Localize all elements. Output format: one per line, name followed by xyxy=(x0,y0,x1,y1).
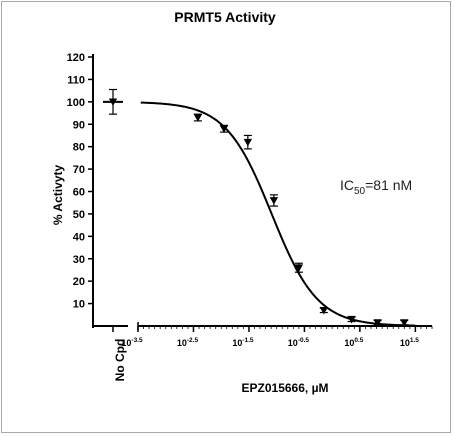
axes: 10 20 30 40 50 60 70 80 90 100 110 120 10-3.5 10-2.5 1… xyxy=(67,52,433,348)
data-marks xyxy=(103,88,416,327)
y-tick-label: 70 xyxy=(73,164,85,176)
data-point xyxy=(319,306,329,315)
data-point xyxy=(400,319,409,327)
y-tick-label: 50 xyxy=(73,209,85,221)
y-tick-label: 80 xyxy=(73,142,85,154)
y-tick-label: 90 xyxy=(73,119,85,131)
y-axis-label: % Activyty xyxy=(51,165,65,226)
y-tick-label: 100 xyxy=(67,97,85,109)
fit-curve xyxy=(140,101,416,327)
x-axis-label: EPZ015666, µM xyxy=(242,381,329,395)
data-point xyxy=(193,114,203,122)
data-point xyxy=(269,197,279,205)
data-point xyxy=(243,138,253,147)
x-tick-label: 10-2.5 xyxy=(177,337,199,348)
y-tick-label: 110 xyxy=(67,74,85,86)
x-tick-label: 10-1.5 xyxy=(232,337,254,348)
data-point xyxy=(373,319,382,327)
y-tick-label: 30 xyxy=(73,254,85,266)
y-tick-label: 40 xyxy=(73,231,85,243)
x-tick-label: 100.5 xyxy=(344,337,363,348)
y-tick-label: 10 xyxy=(73,299,85,311)
control-point xyxy=(108,98,118,107)
x-tick-label: 10-3.5 xyxy=(121,337,143,348)
data-point xyxy=(294,264,304,272)
y-tick-label: 120 xyxy=(67,52,85,64)
y-tick-label: 20 xyxy=(73,276,85,288)
y-tick-label: 60 xyxy=(73,187,85,199)
control-tick-label: No Cpd xyxy=(113,339,127,382)
data-point xyxy=(347,315,356,324)
x-tick-label: 101.5 xyxy=(400,337,419,348)
ic50-annotation: IC50=81 nM xyxy=(340,177,412,197)
data-point xyxy=(219,125,229,133)
chart-title: PRMT5 Activity xyxy=(174,9,276,25)
x-tick-label: 10-0.5 xyxy=(288,337,310,348)
